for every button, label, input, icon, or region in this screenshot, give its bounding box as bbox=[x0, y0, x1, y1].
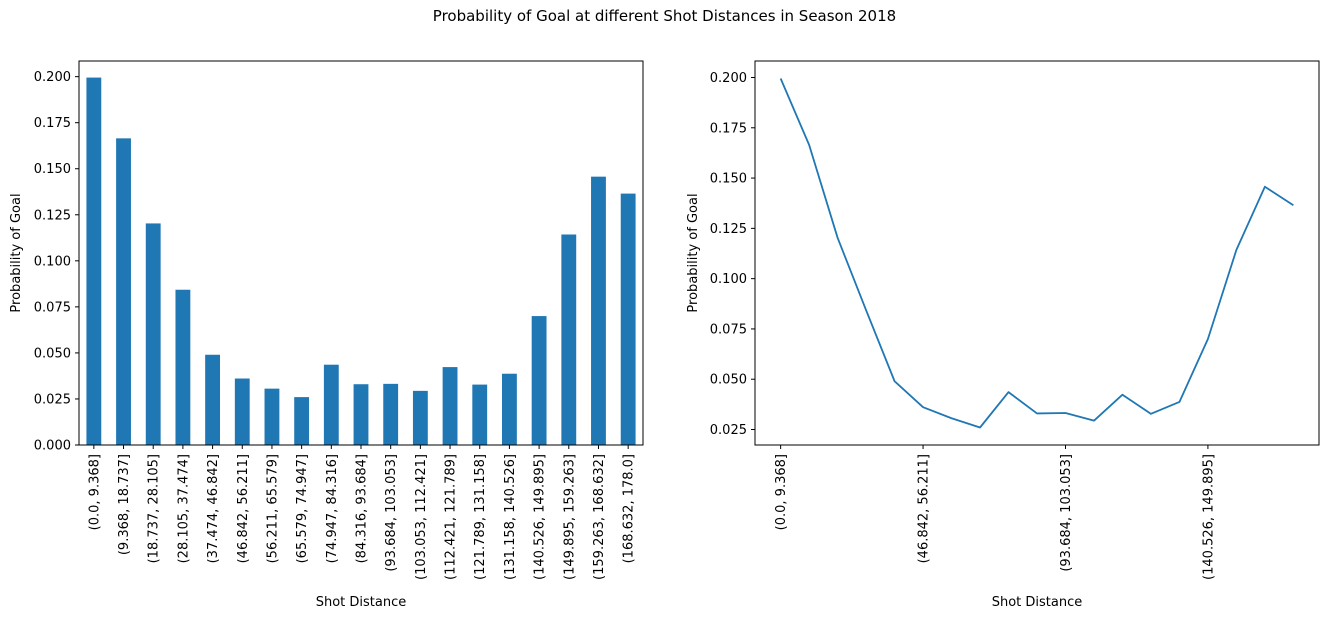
x-tick-label: (0.0, 9.368] bbox=[774, 454, 789, 530]
bar bbox=[145, 223, 161, 445]
x-tick-label: (159.263, 168.632] bbox=[592, 454, 607, 580]
axes-frame bbox=[754, 60, 1320, 446]
y-tick-label: 0.075 bbox=[34, 300, 71, 315]
y-tick-label: 0.125 bbox=[34, 208, 71, 223]
x-tick-label: (168.632, 178.0] bbox=[622, 454, 637, 563]
y-tick-label: 0.050 bbox=[710, 373, 747, 388]
x-tick-label: (46.842, 56.211] bbox=[236, 454, 251, 563]
series-line bbox=[779, 78, 1294, 429]
x-tick-label: (0.0, 9.368] bbox=[87, 454, 102, 530]
y-tick-label: 0.050 bbox=[34, 346, 71, 361]
x-tick-label: (140.526, 149.895] bbox=[533, 454, 548, 580]
x-tick-label: (121.789, 131.158] bbox=[473, 454, 488, 580]
bar bbox=[442, 367, 458, 445]
y-tick-label: 0.075 bbox=[710, 322, 747, 337]
y-tick-label: 0.150 bbox=[710, 172, 747, 187]
x-tick-label: (56.211, 65.579] bbox=[265, 454, 280, 563]
bar bbox=[86, 77, 102, 446]
bar bbox=[383, 383, 399, 445]
y-tick-label: 0.100 bbox=[34, 254, 71, 269]
y-tick-label: 0.200 bbox=[710, 71, 747, 86]
x-axis-label: Shot Distance bbox=[992, 595, 1083, 610]
bar bbox=[294, 397, 310, 445]
bar bbox=[175, 289, 191, 445]
bar bbox=[472, 384, 488, 445]
x-tick-label: (46.842, 56.211] bbox=[917, 454, 932, 563]
bar bbox=[531, 316, 547, 445]
x-tick-label: (112.421, 121.789] bbox=[444, 454, 459, 580]
x-tick-label: (93.684, 103.053] bbox=[1059, 454, 1074, 572]
bar bbox=[412, 390, 428, 445]
bar bbox=[591, 176, 606, 445]
bar bbox=[502, 373, 517, 445]
bar bbox=[264, 388, 280, 445]
bar bbox=[205, 354, 220, 445]
y-tick-label: 0.175 bbox=[710, 121, 747, 136]
x-tick-label: (18.737, 28.105] bbox=[147, 454, 162, 563]
y-tick-label: 0.175 bbox=[34, 116, 71, 131]
x-axis-label: Shot Distance bbox=[316, 595, 407, 610]
y-tick-label: 0.200 bbox=[34, 70, 71, 85]
x-tick-label: (84.316, 93.684] bbox=[355, 454, 370, 563]
y-axis-label: Probability of Goal bbox=[9, 193, 24, 312]
x-tick-label: (131.158, 140.526] bbox=[503, 454, 518, 580]
bar bbox=[116, 138, 131, 445]
x-tick-label: (93.684, 103.053] bbox=[384, 454, 399, 572]
y-tick-label: 0.125 bbox=[710, 222, 747, 237]
bar bbox=[323, 364, 339, 445]
bar bbox=[234, 378, 250, 445]
x-tick-label: (149.895, 159.263] bbox=[562, 454, 577, 580]
x-tick-label: (74.947, 84.316] bbox=[325, 454, 340, 563]
y-axis-label: Probability of Goal bbox=[686, 193, 701, 312]
x-tick-label: (9.368, 18.737] bbox=[117, 454, 132, 555]
bar bbox=[561, 234, 577, 445]
y-tick-label: 0.150 bbox=[34, 162, 71, 177]
x-tick-label: (103.053, 112.421] bbox=[414, 454, 429, 580]
y-tick-label: 0.100 bbox=[710, 272, 747, 287]
bar bbox=[353, 384, 369, 445]
figure-title: Probability of Goal at different Shot Di… bbox=[432, 7, 897, 25]
bar bbox=[620, 193, 636, 445]
x-tick-label: (28.105, 37.474] bbox=[176, 454, 191, 563]
line-chart: 0.025 0.050 0.075 0.100 0.125 0.150 0.175 0.200… bbox=[686, 60, 1320, 610]
x-tick-label: (140.526, 149.895] bbox=[1201, 454, 1216, 580]
y-tick-label: 0.025 bbox=[710, 423, 747, 438]
x-tick-label: (65.579, 74.947] bbox=[295, 454, 310, 563]
y-tick-label: 0.025 bbox=[34, 392, 71, 407]
y-tick-label: 0.000 bbox=[34, 439, 71, 454]
x-tick-label: (37.474, 46.842] bbox=[206, 454, 221, 563]
bar-chart: 0.000 0.025 0.050 0.075 0.100 0.125 0.150 0.175… bbox=[9, 60, 644, 610]
